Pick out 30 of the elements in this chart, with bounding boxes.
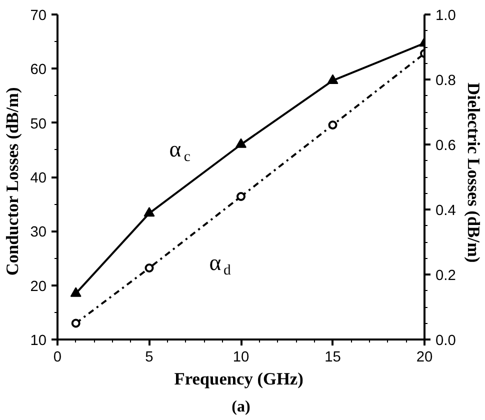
y2-tick-label: 0.2 (436, 268, 456, 284)
point (236, 138, 246, 148)
y2-tick-label: 1.0 (436, 8, 456, 24)
y-axis-title: Conductor Losses (dB/m) (3, 87, 22, 276)
y-tick-label: 60 (30, 62, 47, 78)
y-tick-label: 40 (30, 170, 47, 186)
y2-tick-label: 0.4 (436, 203, 456, 219)
point (70, 287, 82, 297)
y-tick-label: 50 (30, 116, 47, 132)
point (144, 264, 154, 272)
point (328, 120, 338, 130)
x-tick-label: 15 (324, 350, 341, 366)
y-tick-label: 10 (30, 333, 47, 349)
y-tick-label: 20 (30, 278, 47, 295)
y2-axis-title: Dielectric Losses (dB/m) (464, 82, 483, 263)
x-tick-label: 20 (416, 350, 433, 366)
x-tick-label: 5 (145, 350, 154, 366)
point (327, 74, 338, 84)
point (71, 318, 80, 328)
y2-tick-label: 0.0 (436, 333, 456, 349)
x-tick-label: 0 (53, 350, 62, 366)
point (144, 207, 155, 217)
y2-tick-label: 0.8 (436, 73, 456, 89)
x-axis-title: Frequency (GHz) (174, 370, 304, 388)
y-tick-label: 30 (30, 224, 47, 241)
y2-tick-label: 0.6 (436, 138, 456, 154)
point (236, 192, 246, 201)
x-tick-label: 10 (232, 350, 250, 366)
text: (a) (232, 398, 250, 416)
y-tick-label: 70 (30, 8, 47, 24)
